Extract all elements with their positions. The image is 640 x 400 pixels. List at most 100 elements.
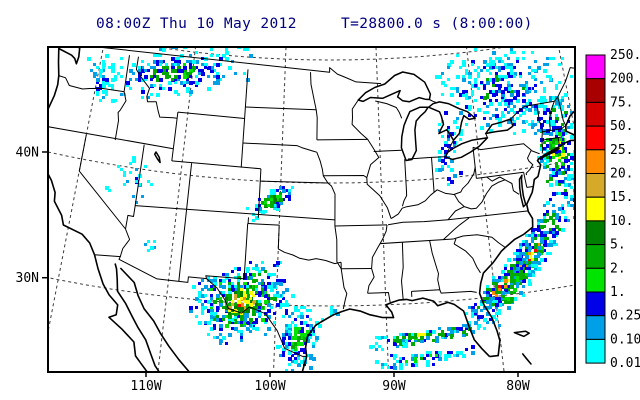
state-border-line <box>472 147 477 179</box>
state-border-line <box>429 99 436 103</box>
coastline <box>478 246 506 358</box>
colorbar-swatch <box>585 220 606 246</box>
precip-region-wa-coast <box>87 54 115 99</box>
lake-outline <box>538 147 560 160</box>
precip-region-gulf-band1 <box>369 318 495 351</box>
colorbar-swatch <box>585 291 606 317</box>
state-border-line <box>447 139 454 153</box>
state-border-line <box>464 179 506 210</box>
state-border-line <box>48 126 174 150</box>
state-border-line <box>125 205 136 230</box>
precip-region-atl-band2 <box>465 243 544 328</box>
state-border-line <box>536 104 544 154</box>
state-border-line <box>442 217 470 241</box>
lake-outline <box>513 330 530 338</box>
state-border-line <box>171 160 261 170</box>
colorbar-swatch <box>585 78 606 103</box>
state-border-line <box>94 254 307 357</box>
state-border-line <box>380 238 454 245</box>
gridline-meridian <box>465 47 505 372</box>
lat-tick-label: 30N <box>16 271 39 286</box>
state-border-line <box>510 67 575 120</box>
state-border-line <box>351 99 392 219</box>
state-border-line <box>367 292 391 303</box>
state-border-line <box>178 163 193 282</box>
state-border-line <box>401 242 404 300</box>
gridline-parallel <box>152 47 510 61</box>
coastline <box>93 254 161 372</box>
coastline <box>304 297 491 358</box>
gridline-meridian <box>273 47 287 372</box>
state-border-line <box>78 134 126 230</box>
colorbar-label: 2. <box>610 261 626 276</box>
state-border-line <box>525 149 534 176</box>
state-border-line <box>242 142 317 153</box>
precip-region-id-streak <box>246 186 294 222</box>
state-border-line <box>114 91 127 141</box>
state-border-line <box>134 144 145 206</box>
state-border-line <box>429 240 441 290</box>
precip-region-tx-tail <box>276 306 324 372</box>
state-border-line <box>135 56 178 119</box>
colorbar-label: 250. <box>610 48 640 63</box>
state-border-line <box>240 69 249 168</box>
precip-region-gulf-band2 <box>375 345 475 370</box>
colorbar: 250. 200. 75. 50. 25. 20. 15. 10. 5. 2. 1. 0.25 0.10… <box>585 48 640 371</box>
colorbar-swatch <box>585 149 606 175</box>
colorbar-label: 75. <box>610 95 633 110</box>
state-border-line <box>387 219 449 226</box>
colorbar-label: 5. <box>610 238 626 253</box>
precip-region-nv-speck <box>144 240 156 252</box>
lon-tick-label: 90W <box>382 379 406 394</box>
precip-region-or-specks <box>105 156 153 204</box>
lat-tick-label: 40N <box>16 145 39 160</box>
precip-region-tx-blob <box>189 261 304 345</box>
state-border-line <box>485 133 488 138</box>
state-border-line <box>247 223 342 265</box>
lon-tick-label: 110W <box>130 379 161 394</box>
state-border-line <box>541 136 563 141</box>
colorbar-swatch <box>585 125 606 151</box>
state-border-line <box>453 238 481 274</box>
state-border-line <box>340 262 348 310</box>
colorbar-swatch <box>585 54 606 80</box>
colorbar-label: 25. <box>610 143 633 158</box>
state-border-line <box>542 125 566 133</box>
state-border-line <box>448 210 529 221</box>
state-border-line <box>526 186 534 188</box>
state-border-line <box>557 96 567 127</box>
lake-outline <box>357 71 432 103</box>
state-border-line <box>390 166 476 220</box>
state-border-line <box>447 206 465 221</box>
coastline <box>119 267 191 372</box>
state-border-line <box>310 72 318 140</box>
state-border-line <box>367 224 388 294</box>
state-border-line <box>472 143 532 151</box>
state-border-line <box>531 150 540 155</box>
state-border-line <box>323 175 368 179</box>
lake-outline <box>521 353 532 365</box>
colorbar-swatch <box>585 244 606 269</box>
state-border-line <box>171 112 179 161</box>
state-border-line <box>260 180 328 184</box>
gridline-meridian <box>157 47 197 372</box>
colorbar-label: 15. <box>610 190 633 205</box>
state-border-line <box>123 55 130 92</box>
coastline <box>301 356 308 372</box>
precip-region-ne-area <box>435 47 573 136</box>
plot-model-time: T=28800.0 s (8:00:00) <box>341 16 533 32</box>
state-border-line <box>257 168 262 218</box>
state-border-line <box>58 75 125 93</box>
colorbar-swatch <box>585 196 606 222</box>
colorbar-label: 1. <box>610 285 626 300</box>
colorbar-label: 0.10 <box>610 332 640 347</box>
colorbar-label: 200. <box>610 72 640 87</box>
state-border-line <box>523 172 528 188</box>
colorbar-swatch <box>585 338 606 364</box>
state-border-line <box>401 159 408 207</box>
colorbar-swatch <box>585 315 606 340</box>
state-border-line <box>453 194 465 207</box>
state-border-line <box>135 205 335 221</box>
